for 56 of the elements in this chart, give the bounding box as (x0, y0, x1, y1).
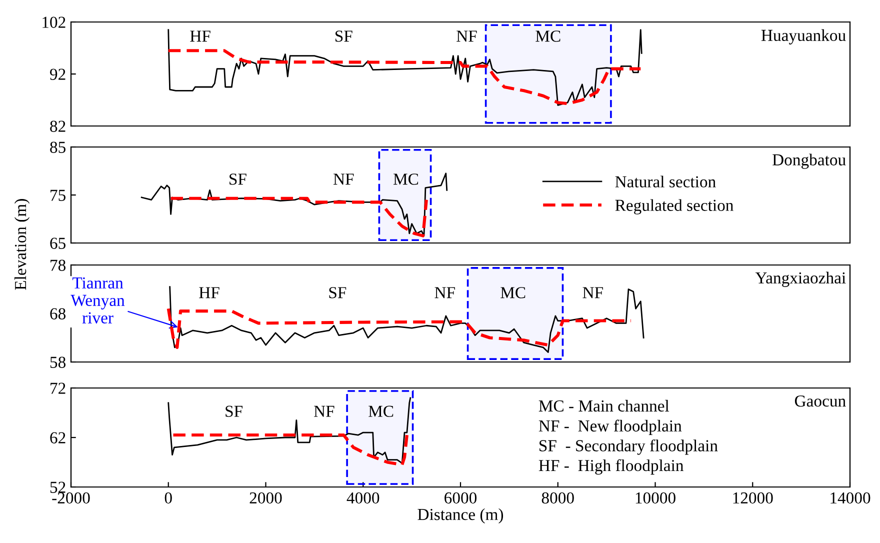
annotation: HF - High floodplain (538, 459, 684, 475)
line-series (168, 397, 412, 464)
y-tick-label: 65 (50, 238, 66, 249)
x-tick-label: 2000 (250, 492, 282, 504)
annotation: Yangxiaozhai (755, 272, 846, 287)
annotation: NF (456, 30, 477, 42)
annotation: SF - Secondary floodplain (540, 439, 718, 455)
x-tick-label: 8000 (542, 492, 574, 504)
annotation: Huayuankou (761, 29, 846, 44)
y-axis-title: Elevation (m) (14, 199, 30, 290)
line-series (169, 196, 428, 238)
annotation: SF (226, 406, 242, 417)
y-tick-label: 62 (50, 432, 66, 444)
annotation: HF (199, 287, 220, 298)
y-tick-label: 92 (50, 68, 66, 80)
annotation: NF (582, 287, 603, 298)
y-tick-label: 52 (50, 482, 66, 493)
x-tick-label: 0 (164, 492, 172, 504)
y-tick-label: 58 (50, 356, 66, 368)
annotation: MC (393, 174, 418, 185)
line-series (169, 286, 644, 353)
y-tick-label: 75 (50, 190, 66, 201)
annotation: SF (230, 174, 246, 185)
annotation: Dongbatou (772, 154, 846, 169)
annotation: SF (329, 287, 346, 298)
line-series (172, 433, 408, 466)
annotation: HF (190, 30, 210, 42)
annotation: MC (368, 406, 394, 417)
y-tick-label: 68 (50, 308, 66, 320)
x-tick-label: -2000 (52, 492, 90, 504)
annotation: NF (434, 287, 455, 298)
x-tick-label: 12000 (733, 492, 773, 504)
x-tick-label: 10000 (636, 492, 676, 504)
annotation: Tianran Wenyan river (70, 277, 125, 324)
legend-label: Regulated section (615, 199, 734, 214)
annotation: MC - Main channel (538, 400, 670, 412)
legend-label: Natural section (615, 176, 716, 188)
annotation: NF - New floodplain (538, 420, 682, 435)
line-series (168, 29, 642, 106)
annotation: MC (536, 30, 560, 42)
x-tick-label: 6000 (444, 492, 477, 504)
annotation: Gaocun (794, 395, 846, 407)
y-tick-label: 78 (50, 260, 66, 271)
annotation: NF (333, 174, 354, 185)
y-tick-label: 85 (50, 142, 66, 153)
annotation: NF (314, 406, 334, 417)
y-tick-label: 72 (50, 382, 66, 394)
y-tick-label: 102 (42, 16, 66, 28)
x-axis-title: Distance (m) (418, 508, 504, 524)
x-tick-label: 4000 (346, 492, 380, 504)
annotation: MC (500, 287, 526, 298)
line-series (166, 49, 642, 106)
y-tick-label: 82 (50, 120, 66, 132)
line-series (166, 307, 632, 349)
x-tick-label: 14000 (830, 492, 870, 504)
annotation: SF (335, 30, 352, 42)
